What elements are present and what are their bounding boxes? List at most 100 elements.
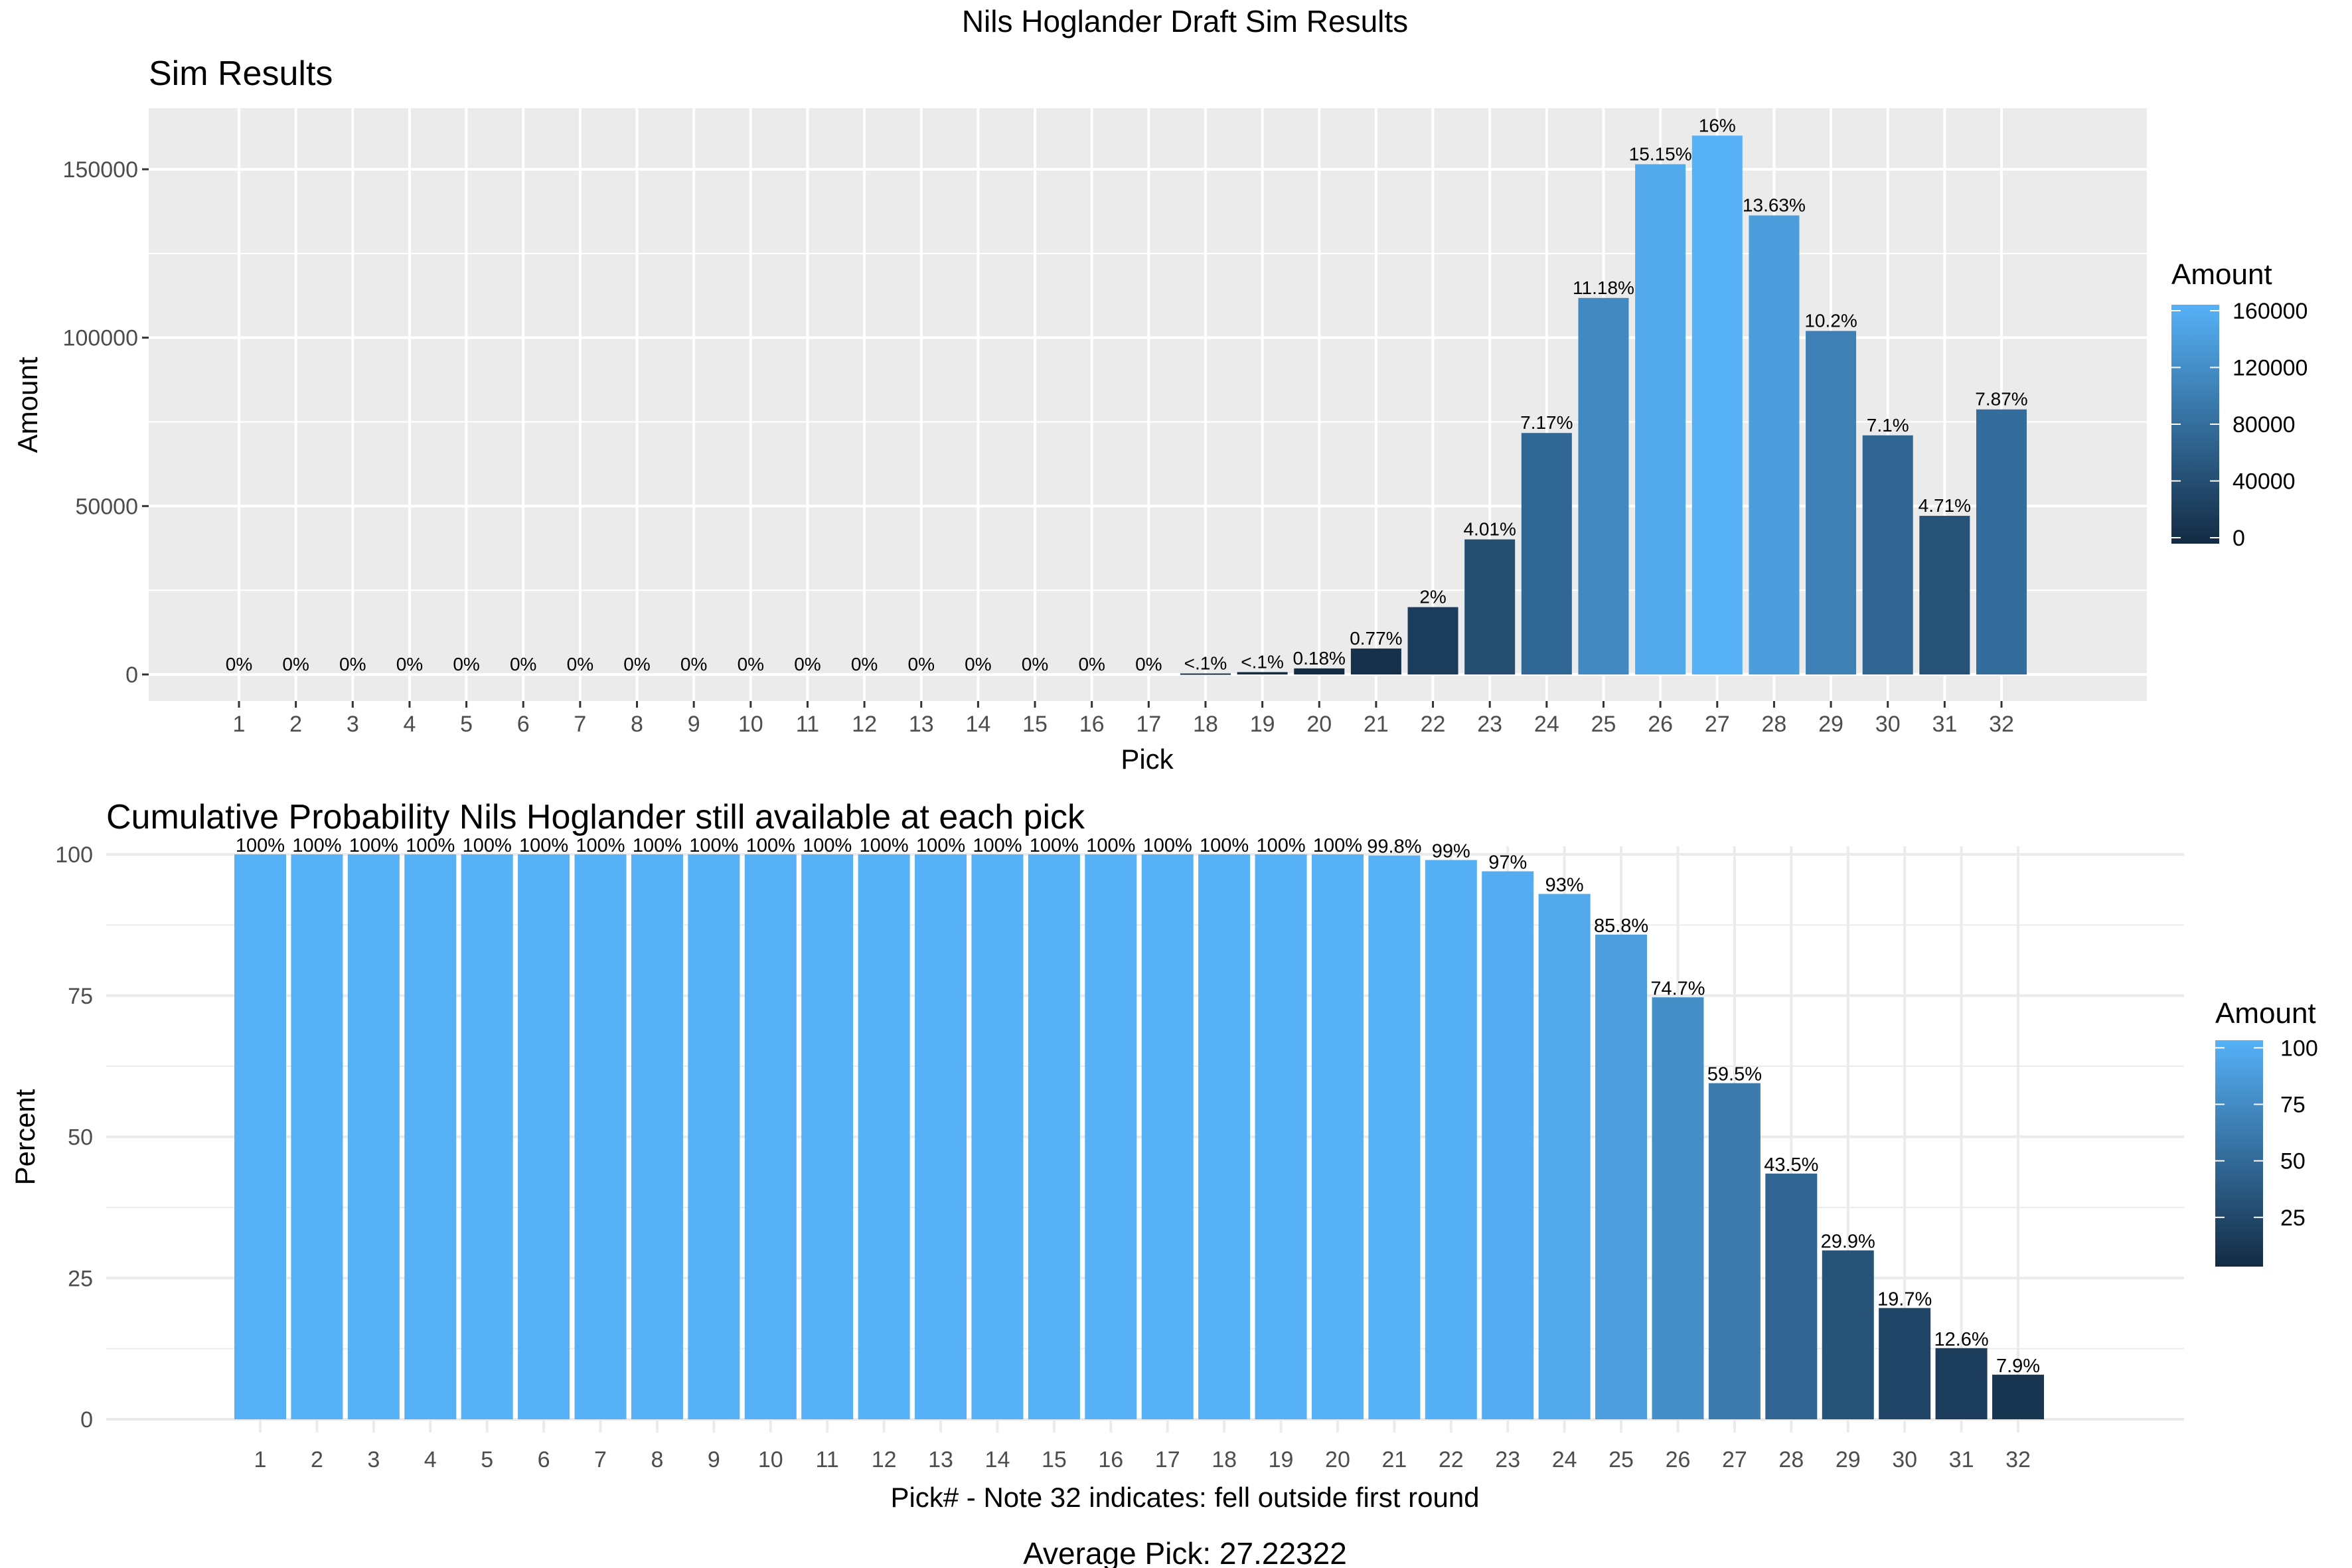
bar (1141, 854, 1194, 1419)
bar-label: 100% (803, 835, 852, 856)
y-axis: 0 25 50 75 100 (55, 842, 93, 1433)
bar (1635, 164, 1686, 674)
legend-tick-label: 160000 (2233, 299, 2308, 324)
bar (1521, 433, 1572, 674)
bar-label: 100% (236, 835, 285, 856)
bar (1538, 894, 1591, 1419)
figure-title: Nils Hoglander Draft Sim Results (962, 4, 1408, 39)
bar-label: 0% (1022, 654, 1048, 674)
bar-label: 100% (1313, 835, 1362, 856)
x-tick-label: 18 (1212, 1447, 1237, 1472)
bar (1198, 854, 1251, 1419)
y-tick-label: 0 (80, 1407, 93, 1433)
x-axis-title: Pick (1121, 744, 1174, 775)
x-tick-label: 5 (460, 712, 473, 737)
bar (1806, 331, 1857, 674)
x-tick-label: 19 (1269, 1447, 1294, 1472)
y-tick-label: 25 (68, 1266, 93, 1291)
bar (1237, 672, 1288, 674)
bar-label: 100% (519, 835, 568, 856)
x-tick-label: 20 (1306, 712, 1332, 737)
bar-label: 13.63% (1743, 195, 1806, 216)
bar-label: 97% (1488, 852, 1527, 874)
y-axis-title: Amount (12, 356, 43, 453)
bar-label: 16% (1699, 115, 1736, 135)
x-tick-label: 8 (651, 1447, 663, 1472)
bar (1311, 854, 1364, 1419)
bar-label: 0% (282, 654, 309, 674)
bar-label: 0% (738, 654, 764, 674)
bar-label: 100% (1256, 835, 1305, 856)
bar-label: 99% (1432, 841, 1470, 862)
bar (1976, 409, 2027, 674)
legend: Amount 25 50 75 100 (2215, 997, 2318, 1267)
bar (291, 854, 343, 1419)
x-tick-label: 12 (872, 1447, 897, 1472)
x-tick-label: 28 (1778, 1447, 1804, 1472)
bar-label: <.1% (1241, 651, 1284, 672)
legend-title: Amount (2215, 997, 2316, 1030)
x-tick-label: 4 (424, 1447, 437, 1472)
x-axis: 1 2 3 4 5 6 7 8 9 10 11 12 13 14 15 16 17 18 19 20 21 22 23 24 2… (233, 701, 2014, 737)
bar (801, 854, 854, 1419)
legend-tick-label: 120000 (2233, 356, 2308, 381)
x-tick-label: 10 (758, 1447, 783, 1472)
bar-label: 0% (339, 654, 366, 674)
x-tick-label: 22 (1439, 1447, 1464, 1472)
x-tick-label: 11 (796, 712, 819, 737)
bar (915, 854, 967, 1419)
bar-label: 100% (1086, 835, 1135, 856)
bar-label: 0% (623, 654, 650, 674)
bar-label: 2% (1419, 587, 1446, 607)
x-tick-label: 4 (403, 712, 416, 737)
x-tick-label: 30 (1875, 712, 1901, 737)
x-tick-label: 22 (1421, 712, 1446, 737)
bar-label: 100% (1143, 835, 1192, 856)
y-tick-label: 50 (68, 1125, 93, 1150)
legend-tick-label: 100 (2280, 1036, 2318, 1061)
x-tick-label: 24 (1534, 712, 1559, 737)
bar (1294, 668, 1345, 674)
bars (234, 854, 2044, 1419)
bar (1879, 1308, 1931, 1419)
bar (1935, 1348, 1988, 1419)
bar-label: 0% (794, 654, 821, 674)
x-tick-label: 23 (1477, 712, 1502, 737)
bar-labels: 0% 0% 0% 0% 0% 0% 0% 0% 0% 0% 0% 0% 0% 0% 0% 0% 0% <.1% <.… (226, 115, 2028, 674)
bar (461, 854, 513, 1419)
bar-label: 100% (349, 835, 398, 856)
chart-title: Cumulative Probability Nils Hoglander st… (106, 798, 1085, 836)
y-axis: 0 50000 100000 150000 (63, 157, 149, 688)
x-tick-label: 32 (1989, 712, 2014, 737)
legend-tick-label: 0 (2233, 526, 2245, 551)
x-tick-label: 17 (1155, 1447, 1180, 1472)
bar-label: 0% (680, 654, 707, 674)
bar (1368, 855, 1421, 1419)
bar (1749, 215, 1800, 675)
bar-labels: 100% 100% 100% 100% 100% 100% 100% 100% 100% 100%… (236, 835, 2040, 1377)
x-tick-label: 26 (1648, 712, 1673, 737)
bar-label: 93% (1545, 875, 1584, 896)
x-tick-label: 9 (708, 1447, 720, 1472)
bar (1482, 871, 1534, 1419)
bar-label: 100% (633, 835, 682, 856)
x-axis-title: Pick# - Note 32 indicates: fell outside … (890, 1482, 1479, 1513)
bar-label: 0% (226, 654, 252, 674)
legend-tick-label: 75 (2280, 1093, 2306, 1118)
bar-label: <.1% (1184, 653, 1227, 673)
bar-label: 0% (908, 654, 935, 674)
bar-label: 0% (1078, 654, 1105, 674)
x-tick-label: 30 (1892, 1447, 1917, 1472)
bars (1180, 135, 2027, 675)
x-tick-label: 25 (1608, 1447, 1634, 1472)
bar-label: 0.18% (1293, 648, 1346, 668)
x-tick-label: 21 (1364, 712, 1389, 737)
x-tick-label: 23 (1495, 1447, 1520, 1472)
x-tick-label: 13 (928, 1447, 953, 1472)
x-tick-label: 8 (631, 712, 643, 737)
x-tick-label: 12 (852, 712, 877, 737)
x-tick-label: 15 (1022, 712, 1048, 737)
x-tick-label: 7 (594, 1447, 607, 1472)
legend-tick-label: 25 (2280, 1206, 2306, 1231)
